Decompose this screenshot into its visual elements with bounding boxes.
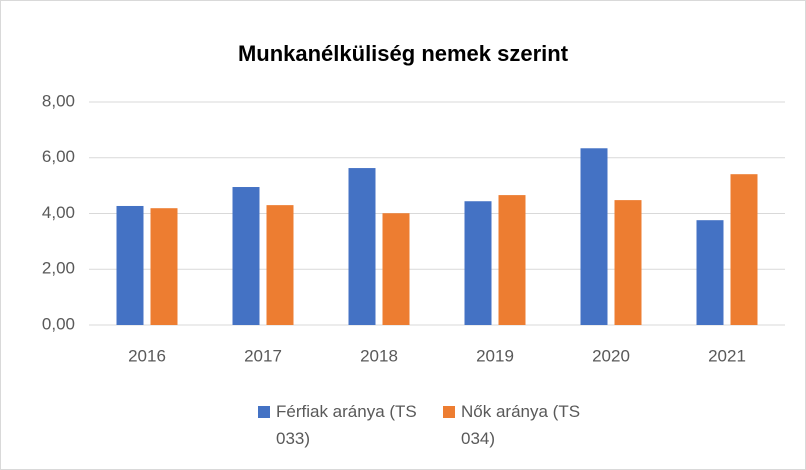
y-tick-label: 6,00 xyxy=(42,147,75,166)
y-tick-label: 0,00 xyxy=(42,314,75,333)
y-tick-label: 4,00 xyxy=(42,203,75,222)
bar xyxy=(266,205,294,325)
bar xyxy=(382,213,410,325)
legend-swatch xyxy=(443,406,455,418)
bar xyxy=(614,200,642,325)
x-tick-label: 2017 xyxy=(244,346,282,365)
legend-label: Férfiak aránya (TS 033) xyxy=(276,402,417,448)
x-tick-label: 2018 xyxy=(360,346,398,365)
bar xyxy=(116,205,144,325)
bar xyxy=(580,148,608,325)
x-tick-label: 2016 xyxy=(128,346,166,365)
bar xyxy=(464,201,492,325)
bar xyxy=(730,174,758,325)
legend-label: Nők aránya (TS 034) xyxy=(461,402,581,448)
x-tick-label: 2020 xyxy=(592,346,630,365)
y-tick-label: 8,00 xyxy=(42,91,75,110)
bar xyxy=(232,187,260,325)
x-tick-label: 2021 xyxy=(708,346,746,365)
bar xyxy=(150,208,178,325)
y-tick-label: 2,00 xyxy=(42,259,75,278)
legend-item: Férfiak aránya (TS 033) xyxy=(258,398,426,452)
bar xyxy=(498,195,526,325)
chart-title: Munkanélküliség nemek szerint xyxy=(238,41,569,66)
bar xyxy=(696,220,724,325)
bar xyxy=(348,168,376,325)
x-tick-label: 2019 xyxy=(476,346,514,365)
legend-item: Nők aránya (TS 034) xyxy=(443,398,611,452)
legend-swatch xyxy=(258,406,270,418)
